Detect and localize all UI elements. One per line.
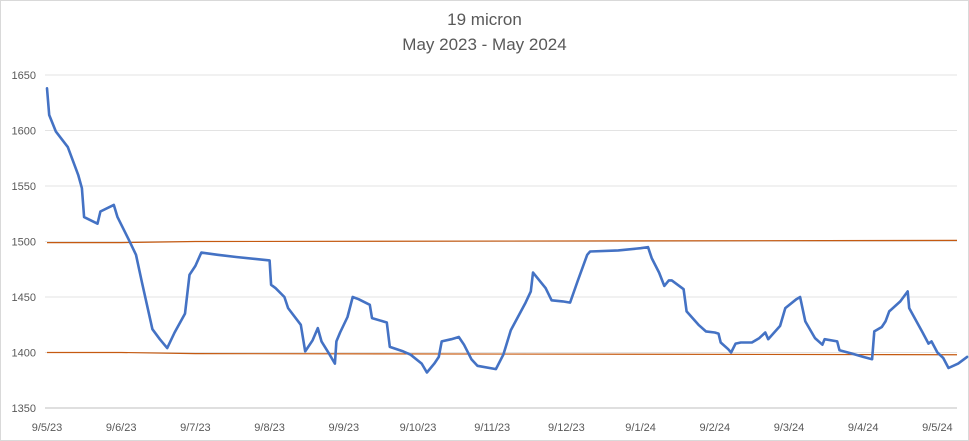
x-tick-label: 9/11/23 [474, 422, 510, 434]
y-axis-tick-labels: 1350 1400 1450 1500 1550 1600 1650 [12, 70, 36, 415]
x-tick-label: 9/6/23 [106, 422, 137, 434]
y-tick-label: 1600 [12, 126, 36, 138]
x-tick-label: 9/5/23 [32, 422, 63, 434]
y-tick-label: 1550 [12, 181, 36, 193]
series-line [45, 87, 969, 374]
y-tick-label: 1650 [12, 70, 36, 82]
series-lines [45, 87, 969, 374]
chart-subtitle: May 2023 - May 2024 [402, 35, 567, 54]
reference-lines [47, 239, 958, 356]
chart-title: 19 micron [447, 10, 522, 29]
x-tick-label: 9/10/23 [400, 422, 437, 434]
x-tick-label: 9/12/23 [548, 422, 585, 434]
x-axis-tick-labels: 9/5/23 9/6/23 9/7/23 9/8/23 9/9/23 9/10/23 9/1… [32, 422, 953, 434]
x-tick-label: 9/8/23 [254, 422, 285, 434]
x-tick-label: 9/9/23 [329, 422, 360, 434]
x-tick-label: 9/1/24 [625, 422, 656, 434]
reference-line [47, 351, 958, 356]
x-tick-label: 9/4/24 [848, 422, 879, 434]
gridlines [45, 74, 957, 409]
reference-line [47, 239, 958, 244]
y-tick-label: 1350 [12, 403, 36, 415]
x-tick-label: 9/3/24 [774, 422, 805, 434]
x-tick-label: 9/2/24 [700, 422, 731, 434]
x-tick-label: 9/5/24 [922, 422, 953, 434]
y-tick-label: 1500 [12, 237, 36, 249]
y-tick-label: 1400 [12, 348, 36, 360]
x-tick-label: 9/7/23 [180, 422, 211, 434]
y-tick-label: 1450 [12, 292, 36, 304]
